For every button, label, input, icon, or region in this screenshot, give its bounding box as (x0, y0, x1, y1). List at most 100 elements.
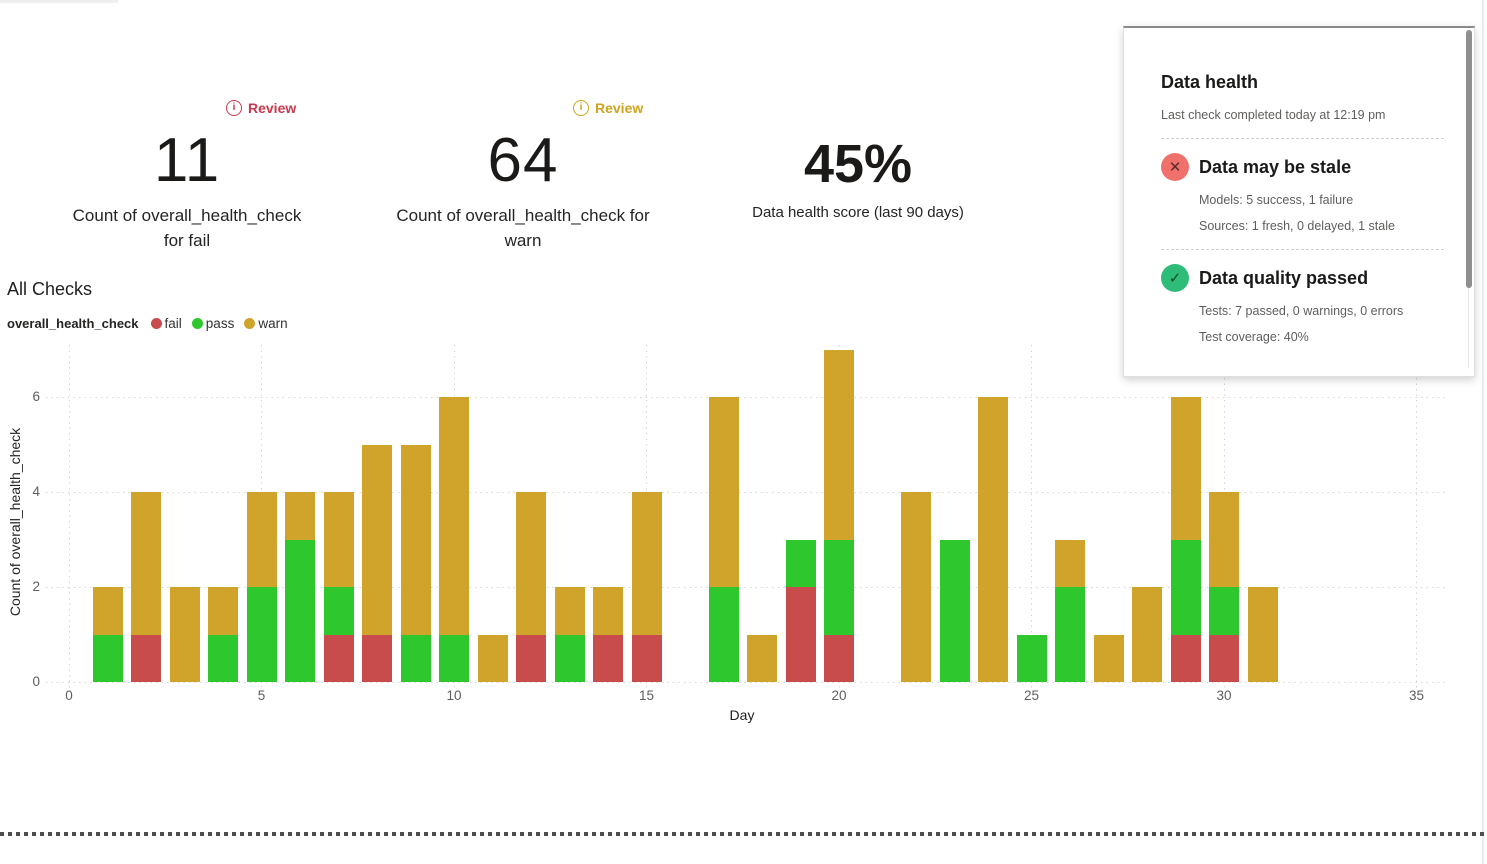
bar-segment-fail[interactable] (1170, 634, 1201, 682)
review-label: Review (595, 100, 644, 116)
legend-item-pass[interactable]: pass (191, 316, 235, 331)
check-circle-icon (1161, 264, 1189, 292)
bar-segment-pass[interactable] (785, 539, 816, 587)
kpi-score-value: 45% (803, 134, 913, 194)
panel-subtitle: Last check completed today at 12:19 pm (1161, 108, 1386, 122)
bar-segment-pass[interactable] (939, 539, 970, 682)
scrollbar-thumb[interactable] (1466, 30, 1472, 288)
bar-segment-pass[interactable] (246, 587, 277, 682)
bar-segment-warn[interactable] (1055, 539, 1085, 587)
bar-segment-warn[interactable] (323, 492, 354, 587)
y-gridline (46, 587, 1447, 588)
bar-segment-warn[interactable] (824, 349, 854, 540)
y-gridline (46, 682, 1447, 683)
x-tick-label: 25 (1023, 688, 1040, 703)
divider (1161, 138, 1444, 139)
bar-segment-warn[interactable] (1093, 634, 1124, 682)
x-tick-label: 15 (638, 688, 655, 703)
bar-segment-pass[interactable] (708, 587, 739, 682)
bar-segment-warn[interactable] (901, 492, 931, 682)
bar-segment-pass[interactable] (323, 587, 354, 635)
legend-label: warn (258, 316, 288, 331)
bar-segment-warn[interactable] (1247, 587, 1278, 682)
bar-segment-fail[interactable] (785, 587, 816, 682)
bar-segment-warn[interactable] (978, 397, 1008, 682)
legend-item-fail[interactable]: fail (150, 316, 182, 331)
bar-segment-pass[interactable] (1016, 634, 1047, 682)
bar-segment-pass[interactable] (1170, 539, 1201, 635)
pass-dot-icon (191, 318, 203, 329)
bar-segment-fail[interactable] (824, 634, 854, 682)
bar-segment-fail[interactable] (516, 634, 546, 682)
bar-segment-warn[interactable] (131, 492, 161, 635)
data-health-panel: Data health Last check completed today a… (1123, 26, 1475, 377)
x-tick-label: 30 (1216, 688, 1232, 703)
info-icon (226, 100, 242, 116)
bar-segment-fail[interactable] (1209, 634, 1239, 682)
bar-segment-warn[interactable] (1209, 492, 1239, 587)
bar-segment-pass[interactable] (824, 539, 854, 635)
review-badge-warn[interactable]: Review (573, 100, 643, 116)
x-gridline (68, 345, 70, 688)
bar-segment-pass[interactable] (554, 634, 585, 682)
chart-legend: overall_health_check fail pass warn (7, 316, 298, 331)
y-tick-label: 6 (32, 389, 40, 404)
bar-segment-warn[interactable] (208, 587, 238, 635)
x-circle-icon (1161, 153, 1189, 181)
bar-segment-warn[interactable] (285, 492, 315, 540)
x-tick-label: 20 (831, 688, 847, 703)
bar-segment-warn[interactable] (708, 397, 739, 587)
section-status-title: Data quality passed (1199, 268, 1369, 288)
legend-item-warn[interactable]: warn (244, 316, 288, 331)
bar-segment-pass[interactable] (439, 634, 469, 682)
bar-segment-warn[interactable] (747, 634, 777, 682)
y-gridline (46, 397, 1447, 398)
legend-measure: overall_health_check (7, 316, 139, 331)
bar-segment-warn[interactable] (169, 587, 200, 682)
chart-title: All Checks (7, 279, 93, 299)
top-edge-strip (0, 0, 118, 3)
info-icon (573, 100, 589, 116)
section-detail: Sources: 1 fresh, 0 delayed, 1 stale (1199, 219, 1395, 233)
bar-segment-warn[interactable] (92, 587, 123, 635)
bar-segment-warn[interactable] (477, 634, 508, 682)
section-separator (0, 832, 1487, 836)
bar-segment-warn[interactable] (1170, 397, 1201, 540)
bar-segment-fail[interactable] (593, 634, 623, 682)
bar-segment-warn[interactable] (246, 492, 277, 587)
legend-label: pass (205, 316, 235, 331)
bar-segment-fail[interactable] (323, 634, 354, 682)
x-axis-title: Day (729, 707, 755, 723)
y-tick-label: 2 (32, 579, 40, 594)
bar-segment-pass[interactable] (1055, 587, 1085, 682)
review-badge-fail[interactable]: Review (226, 100, 296, 116)
y-tick-label: 4 (32, 484, 40, 499)
kpi-fail-label: Count of overall_health_check for fail (72, 206, 302, 250)
x-tick-label: 5 (257, 688, 266, 703)
y-tick-label: 0 (32, 674, 40, 689)
bar-segment-fail[interactable] (631, 634, 662, 682)
bar-segment-warn[interactable] (554, 587, 585, 635)
kpi-score-label: Data health score (last 90 days) (752, 204, 964, 221)
x-gridline (1416, 345, 1417, 688)
bar-segment-pass[interactable] (1209, 587, 1239, 635)
bar-segment-warn[interactable] (516, 492, 546, 635)
bar-segment-fail[interactable] (131, 634, 161, 682)
bar-segment-pass[interactable] (400, 634, 431, 682)
bar-segment-warn[interactable] (400, 444, 431, 635)
bar-segment-warn[interactable] (439, 397, 469, 635)
bar-segment-warn[interactable] (1132, 587, 1162, 682)
bar-segment-warn[interactable] (593, 587, 623, 635)
section-detail: Models: 5 success, 1 failure (1199, 193, 1354, 207)
fail-dot-icon (150, 318, 162, 329)
bar-segment-warn[interactable] (631, 492, 662, 635)
bar-segment-pass[interactable] (285, 539, 315, 682)
bar-segment-warn[interactable] (362, 444, 392, 635)
bar-segment-pass[interactable] (208, 634, 238, 682)
bar-segment-pass[interactable] (92, 634, 123, 682)
divider (1161, 249, 1444, 250)
bar-segment-fail[interactable] (362, 634, 392, 682)
x-gridline (1031, 345, 1032, 688)
